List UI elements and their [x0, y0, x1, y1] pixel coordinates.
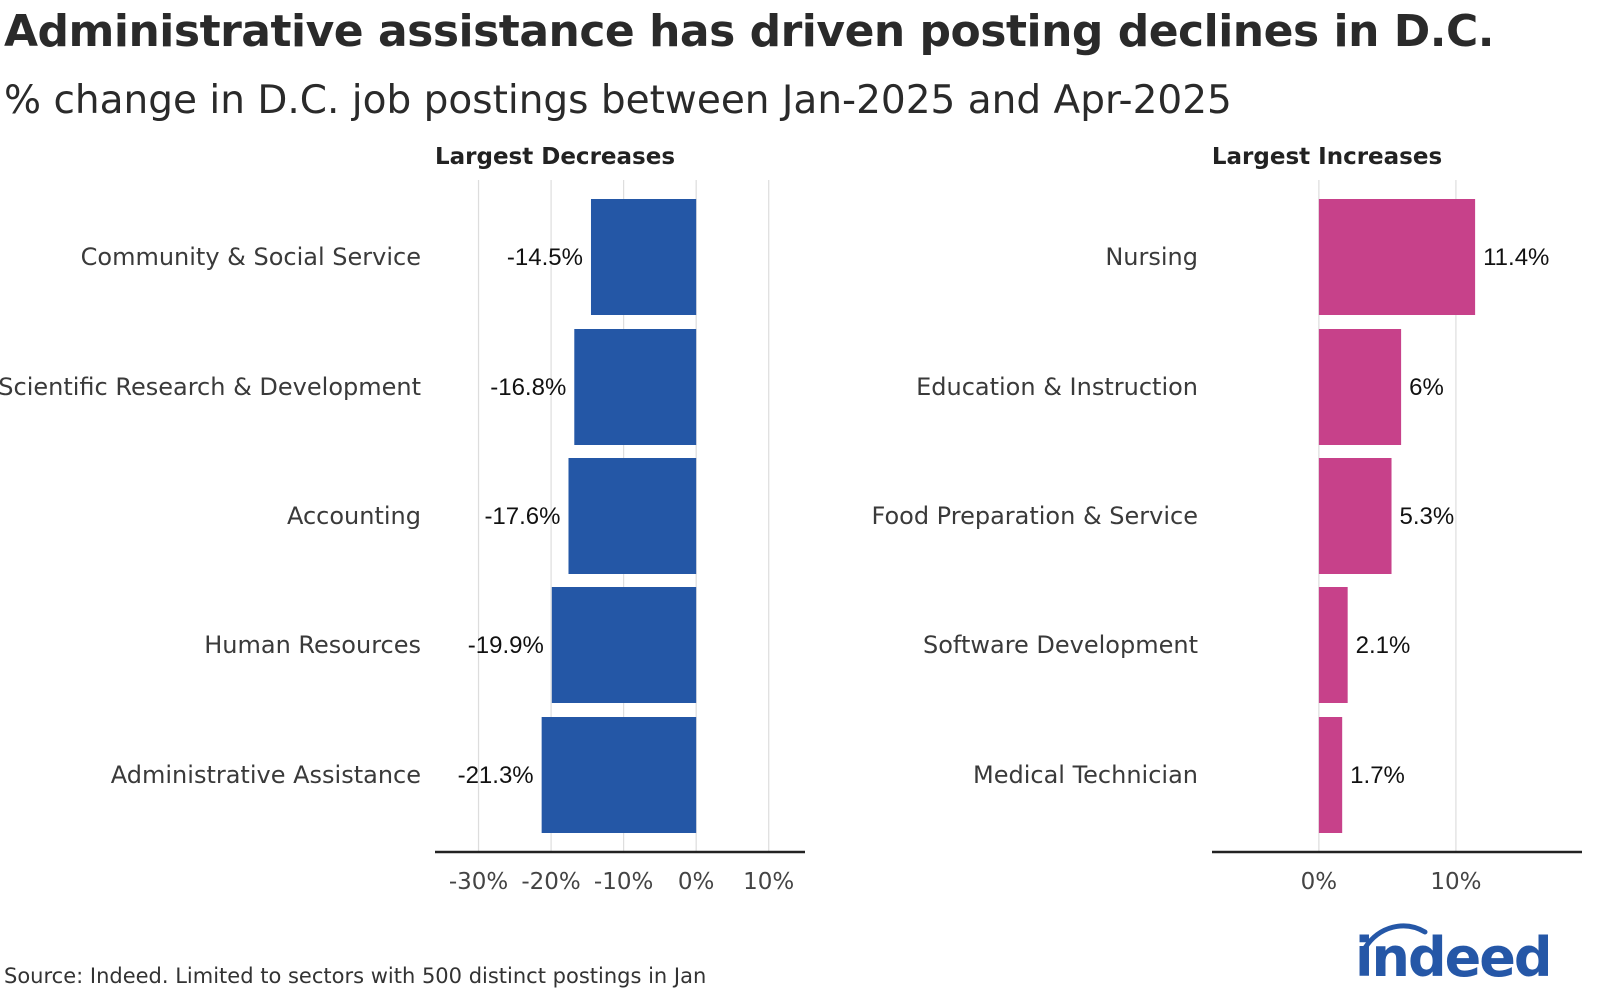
- data-label: -16.8%: [490, 374, 566, 401]
- chart-title: Administrative assistance has driven pos…: [4, 6, 1494, 57]
- category-label: Accounting: [287, 502, 421, 530]
- bar: [1318, 587, 1348, 703]
- data-label: 2.1%: [1356, 632, 1411, 659]
- category-label: Education & Instruction: [916, 373, 1198, 401]
- category-label: Nursing: [1105, 243, 1198, 271]
- x-tick-label: -20%: [521, 869, 580, 895]
- data-label: -19.9%: [468, 632, 544, 659]
- bar: [551, 587, 697, 703]
- category-label: Medical Technician: [973, 761, 1198, 789]
- data-label: -21.3%: [458, 762, 534, 789]
- category-label: Administrative Assistance: [111, 761, 421, 789]
- x-tick-label: -30%: [449, 869, 508, 895]
- source-note: Source: Indeed. Limited to sectors with …: [4, 964, 707, 988]
- bar: [574, 329, 697, 445]
- x-tick-label: 0%: [1301, 869, 1338, 895]
- bar: [590, 199, 697, 315]
- data-label: 5.3%: [1400, 503, 1455, 530]
- faceted-bar-chart: Largest Decreases Community & Social Serv…: [0, 144, 1582, 895]
- bar: [1318, 199, 1476, 315]
- logo-arc-icon: [1362, 923, 1428, 951]
- bar: [568, 458, 697, 574]
- logo-wordmark: indeed: [1355, 926, 1553, 989]
- category-label: Human Resources: [204, 631, 421, 659]
- x-tick-label: -10%: [594, 869, 653, 895]
- data-label: 6%: [1409, 374, 1444, 401]
- data-label: -17.6%: [484, 503, 560, 530]
- x-tick-label: 10%: [743, 869, 794, 895]
- bar: [541, 717, 697, 833]
- x-tick-label: 10%: [1430, 869, 1481, 895]
- facet-title: Largest Increases: [1212, 144, 1442, 170]
- category-label: Scientific Research & Development: [0, 373, 421, 401]
- data-label: 11.4%: [1483, 244, 1549, 271]
- indeed-logo: indeed: [1355, 922, 1575, 992]
- bar: [1318, 458, 1392, 574]
- facet-title: Largest Decreases: [435, 144, 675, 170]
- category-label: Software Development: [923, 631, 1198, 659]
- data-label: 1.7%: [1350, 762, 1405, 789]
- bar: [1318, 717, 1343, 833]
- bar: [1318, 329, 1402, 445]
- data-label: -14.5%: [507, 244, 583, 271]
- category-label: Community & Social Service: [81, 243, 421, 271]
- category-label: Food Preparation & Service: [872, 502, 1199, 530]
- x-tick-label: 0%: [678, 869, 715, 895]
- chart-subtitle: % change in D.C. job postings between Ja…: [4, 78, 1232, 123]
